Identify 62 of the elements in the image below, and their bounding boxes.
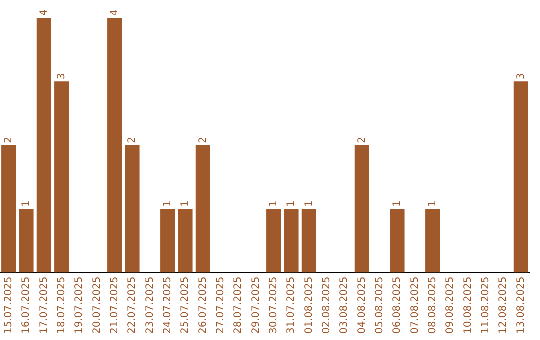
x-tick-label: 15.07.2025 (3, 276, 14, 334)
x-tick-label: 24.07.2025 (162, 276, 174, 334)
x-tick-label: 02.08.2025 (321, 276, 332, 334)
bar (125, 145, 140, 273)
x-tick-label: 04.08.2025 (356, 276, 368, 334)
x-tick-label: 30.07.2025 (268, 276, 280, 334)
bar (36, 18, 52, 273)
bar (514, 82, 528, 273)
x-tick-label: 05.08.2025 (374, 276, 386, 334)
bar (302, 209, 316, 273)
data-label: 4 (38, 10, 50, 16)
x-tick-label: 03.08.2025 (339, 276, 350, 334)
bar (108, 18, 122, 273)
x-tick-label: 21.07.2025 (109, 276, 120, 334)
x-tick-label: 13.08.2025 (516, 276, 527, 334)
x-tick-label: 19.07.2025 (74, 276, 86, 334)
bar (426, 209, 440, 273)
data-label: 2 (198, 136, 209, 144)
bar (390, 209, 405, 273)
data-label: 1 (268, 200, 280, 208)
x-tick-label: 17.07.2025 (38, 276, 50, 334)
x-tick-label: 01.08.2025 (304, 276, 315, 334)
bar (178, 209, 193, 273)
data-label: 4 (109, 10, 120, 16)
bar (19, 209, 34, 273)
x-tick-label: 25.07.2025 (180, 276, 192, 334)
x-tick-label: 09.08.2025 (445, 276, 456, 334)
data-label: 3 (516, 73, 527, 80)
x-tick-label: 29.07.2025 (250, 276, 262, 334)
x-tick-label: 20.07.2025 (92, 276, 103, 334)
bar (354, 145, 370, 273)
data-label: 1 (180, 200, 192, 208)
data-label: 1 (427, 200, 438, 208)
data-label: 1 (286, 200, 298, 208)
x-tick-label: 07.08.2025 (410, 276, 421, 334)
data-label: 1 (392, 200, 404, 208)
x-tick-label: 08.08.2025 (427, 276, 438, 334)
x-tick-label: 18.07.2025 (56, 276, 68, 334)
x-tick-label: 16.07.2025 (21, 276, 32, 334)
x-tick-label: 10.08.2025 (462, 276, 474, 334)
data-label: 1 (162, 200, 174, 208)
bar (196, 145, 210, 273)
bar (284, 209, 299, 273)
bar (54, 82, 70, 273)
bar (266, 209, 282, 273)
x-tick-label: 26.07.2025 (198, 276, 209, 334)
data-label: 1 (21, 200, 32, 208)
bar (160, 209, 176, 273)
bar (2, 145, 16, 273)
x-tick-label: 23.07.2025 (144, 276, 156, 334)
data-label: 3 (56, 73, 68, 80)
data-label: 1 (304, 200, 315, 208)
x-tick-label: 22.07.2025 (127, 276, 138, 334)
x-tick-label: 31.07.2025 (286, 276, 298, 334)
x-tick-label: 06.08.2025 (392, 276, 404, 334)
x-tick-label: 28.07.2025 (233, 276, 244, 334)
x-tick-label: 12.08.2025 (498, 276, 510, 334)
data-label: 2 (356, 136, 368, 144)
data-label: 2 (127, 136, 138, 144)
x-tick-label: 27.07.2025 (215, 276, 226, 334)
x-tick-label: 11.08.2025 (480, 276, 492, 334)
data-label: 2 (3, 136, 14, 144)
